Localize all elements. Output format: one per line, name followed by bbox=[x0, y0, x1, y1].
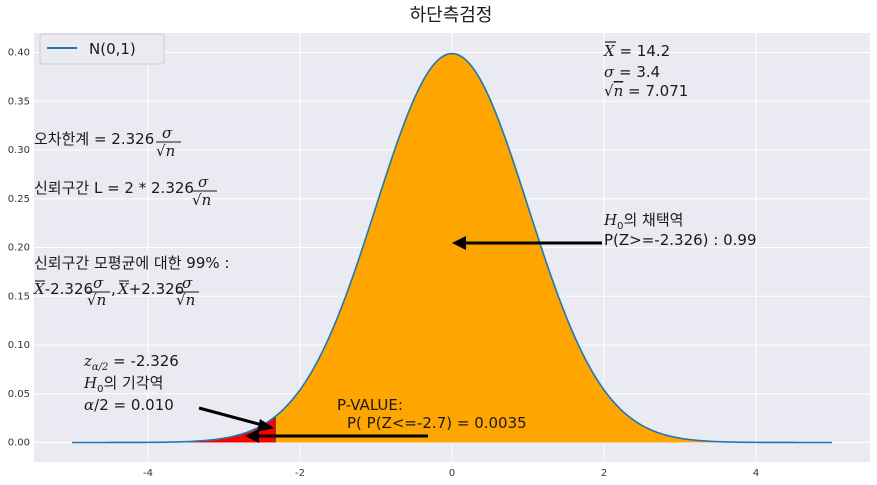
acceptance-annotation: H0의 채택역 P(Z>=-2.326) : 0.99 bbox=[603, 211, 757, 249]
svg-text:σ: σ bbox=[162, 124, 173, 142]
svg-text:,: , bbox=[111, 280, 116, 298]
error-margin-annotation: 오차한계 = 2.326 σ √n bbox=[34, 124, 181, 160]
ci99-plus: +2.326 bbox=[129, 280, 185, 298]
svg-text:√n: √n bbox=[87, 291, 106, 309]
x-tick-label: -2 bbox=[295, 468, 305, 479]
svg-text:X-2.326: X-2.326 bbox=[33, 280, 93, 298]
arrow-rejection-head bbox=[257, 419, 274, 432]
svg-text:X+2.326: X+2.326 bbox=[117, 280, 184, 298]
svg-text:σ: σ bbox=[198, 173, 209, 191]
rejection-annotation: zα/2 = -2.326 H0의 기각역 α/2 = 0.010 bbox=[83, 352, 179, 414]
alpha-half: = 0.010 bbox=[109, 396, 174, 414]
y-tick-label: 0.15 bbox=[8, 291, 30, 302]
svg-text:σ: σ bbox=[93, 274, 104, 292]
svg-text:√n: √n bbox=[156, 142, 175, 160]
stats-block: X = 14.2 σ = 3.4 √n = 7.071 bbox=[603, 41, 688, 100]
stats-xbar: = 14.2 bbox=[615, 42, 671, 60]
svg-text:zα/2 = -2.326: zα/2 = -2.326 bbox=[83, 352, 179, 373]
svg-text:H0의 채택역: H0의 채택역 bbox=[603, 211, 683, 232]
x-tick-label: 0 bbox=[449, 468, 455, 479]
z-half: = -2.326 bbox=[108, 352, 178, 370]
ticks: -4 -2 0 2 4 0.00 0.05 0.10 0.15 0.20 0.25 0.30 0.35 0… bbox=[8, 48, 759, 480]
y-tick-label: 0.05 bbox=[8, 389, 30, 400]
ci-length-annotation: 신뢰구간 L = 2 * 2.326 σ √n bbox=[34, 173, 217, 209]
y-tick-label: 0.40 bbox=[8, 48, 30, 59]
stats-sigma: = 3.4 bbox=[614, 63, 660, 81]
x-tick-label: 4 bbox=[753, 468, 759, 479]
svg-text:X = 14.2: X = 14.2 bbox=[603, 42, 670, 60]
y-tick-label: 0.20 bbox=[8, 243, 30, 254]
ci99-label: 신뢰구간 모평균에 대한 99% : bbox=[34, 254, 229, 272]
svg-text:α/2 = 0.010: α/2 = 0.010 bbox=[84, 396, 174, 414]
ci99-annotation: 신뢰구간 모평균에 대한 99% : X-2.326 σ √n , X+2.32… bbox=[33, 254, 229, 309]
reject-title: 의 기각역 bbox=[103, 374, 163, 392]
y-tick-label: 0.10 bbox=[8, 340, 30, 351]
y-tick-label: 0.00 bbox=[8, 438, 30, 449]
arrows bbox=[198, 236, 602, 443]
svg-text:H0의 기각역: H0의 기각역 bbox=[83, 374, 163, 395]
arrow-acceptance-head bbox=[452, 236, 466, 250]
svg-text:σ = 3.4: σ = 3.4 bbox=[604, 63, 660, 81]
pvalue-annotation: P-VALUE: P( P(Z<=-2.7) = 0.0035 bbox=[337, 396, 527, 432]
arrow-rejection bbox=[198, 406, 263, 427]
svg-text:√n: √n bbox=[192, 191, 211, 209]
series-line bbox=[72, 52, 832, 444]
x-tick-label: -4 bbox=[143, 468, 153, 479]
ci-label: 신뢰구간 L = 2 * 2.326 bbox=[34, 179, 194, 197]
stats-sqrtn: = 7.071 bbox=[623, 82, 688, 100]
svg-text:√n = 7.071: √n = 7.071 bbox=[604, 82, 688, 100]
arrow-pvalue-head bbox=[245, 429, 259, 443]
region-acceptance bbox=[275, 53, 833, 443]
accept-prob: P(Z>=-2.326) : 0.99 bbox=[604, 231, 757, 249]
y-tick-label: 0.30 bbox=[8, 145, 30, 156]
legend-label: N(0,1) bbox=[89, 40, 136, 58]
curve-layer bbox=[72, 52, 832, 444]
error-label: 오차한계 = 2.326 bbox=[34, 130, 154, 148]
chart-title: 하단측검정 bbox=[410, 5, 493, 26]
accept-title: 의 채택역 bbox=[623, 211, 683, 229]
legend-box bbox=[39, 33, 165, 65]
pvalue-title: P-VALUE: bbox=[337, 396, 403, 414]
legend: N(0,1) bbox=[39, 33, 165, 65]
y-tick-label: 0.25 bbox=[8, 194, 30, 205]
svg-text:σ: σ bbox=[182, 274, 193, 292]
y-tick-label: 0.35 bbox=[8, 96, 30, 107]
svg-text:√n: √n bbox=[176, 291, 195, 309]
ci99-minus: -2.326 bbox=[45, 280, 93, 298]
pvalue-text: P( P(Z<=-2.7) = 0.0035 bbox=[347, 414, 527, 432]
x-tick-label: 2 bbox=[601, 468, 607, 479]
